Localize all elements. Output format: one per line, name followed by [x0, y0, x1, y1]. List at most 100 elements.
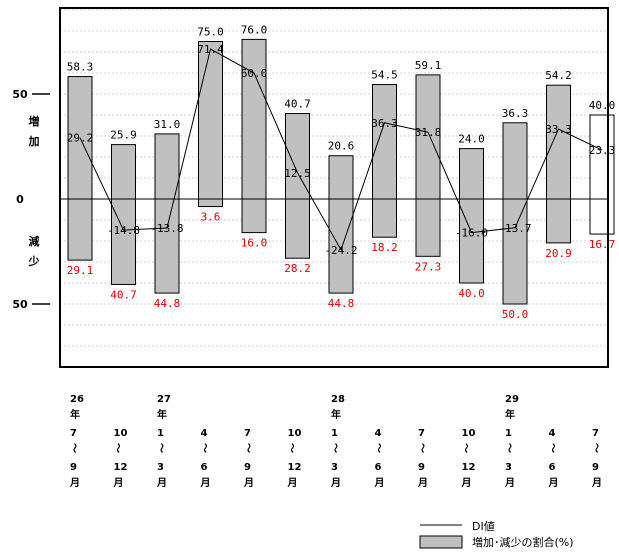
increase-value-label: 25.9: [110, 129, 137, 142]
di-value-label: 71.4: [197, 43, 224, 56]
increase-value-label: 31.0: [154, 118, 181, 131]
x-tick-label: 26: [70, 394, 84, 405]
x-tick-label: 6: [549, 462, 556, 473]
di-value-label: 31.8: [415, 126, 442, 139]
bars: [67, 38, 615, 305]
increase-value-label: 54.5: [371, 69, 398, 82]
x-tick-label: 月: [243, 477, 254, 489]
x-tick-label: 3: [505, 462, 512, 473]
increase-value-label: 59.1: [415, 59, 442, 72]
bar: [285, 113, 310, 259]
x-tick-label: 1: [505, 428, 512, 439]
decrease-value-label: 40.7: [110, 288, 137, 301]
decrease-value-label: 3.6: [201, 211, 221, 224]
plot-frame: [59, 7, 609, 368]
di-value-label: 23.3: [589, 144, 616, 157]
x-tick-label: 月: [69, 477, 80, 489]
increase-value-label: 58.3: [67, 61, 94, 74]
di-value-label: 33.3: [545, 123, 572, 136]
x-tick-label: 9: [592, 462, 599, 473]
decrease-value-label: 28.2: [284, 262, 311, 275]
bar: [459, 148, 484, 284]
legend-bar-label: 増加･減少の割合(%): [472, 535, 574, 549]
decrease-value-label: 29.1: [67, 264, 94, 277]
x-tick-label: 12: [288, 462, 302, 473]
y-tick-label: 50: [12, 298, 28, 311]
x-tick-label: 1: [331, 428, 338, 439]
di-series-line: [79, 48, 603, 252]
bar: [546, 84, 571, 244]
decrease-value-label: 20.9: [545, 247, 572, 260]
x-tick-label: 年: [505, 408, 515, 421]
x-tick-label: 〜: [242, 443, 253, 453]
data-labels: 58.3 29.1 29.2 25.9 40.7 -14.8 31.0 44.8 -13.8 75…: [67, 23, 616, 321]
di-value-label: -24.2: [324, 244, 357, 257]
decrease-value-label: 40.0: [458, 287, 485, 300]
x-tick-label: 月: [374, 477, 385, 489]
x-tick-label: 6: [201, 462, 208, 473]
x-tick-label: 12: [114, 462, 128, 473]
x-tick-label: 月: [200, 477, 211, 489]
bar: [328, 155, 354, 294]
x-tick-label: 月: [591, 477, 602, 489]
x-tick-label: 29: [505, 394, 519, 405]
increase-value-label: 76.0: [241, 23, 268, 36]
x-tick-label: 28: [331, 394, 345, 405]
x-tick-label: 月: [548, 477, 559, 489]
y-side-label-increase: 加: [28, 134, 40, 148]
decrease-value-label: 50.0: [502, 308, 529, 321]
x-tick-label: 7: [592, 428, 599, 439]
decrease-value-label: 44.8: [328, 297, 355, 310]
x-tick-label: 9: [244, 462, 251, 473]
increase-value-label: 36.3: [502, 107, 529, 120]
x-tick-label: 〜: [286, 443, 297, 453]
x-tick-label: 1: [157, 428, 164, 439]
x-tick-label: 〜: [199, 443, 210, 453]
di-value-label: 60.0: [241, 67, 268, 80]
di-line: [79, 48, 603, 252]
x-tick-label: 4: [375, 428, 382, 439]
x-tick-label: 4: [201, 428, 208, 439]
x-tick-label: 〜: [547, 443, 558, 453]
bar: [502, 122, 528, 305]
x-tick-label: 〜: [590, 443, 601, 453]
x-tick-label: 3: [157, 462, 164, 473]
x-axis-labels: 26 年 7 〜 9 月 10 〜 12 月 27 年 1 〜 3 月 4 〜 6 月 7 〜 9 月 10 〜 12 月 28 年 1 〜 3…: [68, 394, 602, 489]
x-tick-label: 7: [244, 428, 251, 439]
x-tick-label: 〜: [373, 443, 384, 453]
x-tick-label: 月: [461, 477, 472, 489]
increase-value-label: 24.0: [458, 133, 485, 146]
x-tick-label: 10: [462, 428, 476, 439]
x-tick-label: 〜: [460, 443, 471, 453]
x-tick-label: 〜: [112, 443, 123, 453]
x-tick-label: 4: [549, 428, 556, 439]
bar: [111, 144, 136, 285]
di-value-label: 12.5: [284, 167, 311, 180]
x-tick-label: 〜: [416, 443, 427, 453]
x-tick-label: 年: [331, 408, 341, 421]
x-tick-label: 年: [157, 408, 167, 421]
decrease-value-label: 16.7: [589, 238, 616, 251]
di-value-label: 29.2: [67, 132, 94, 145]
x-tick-label: 月: [330, 477, 341, 489]
x-tick-label: 10: [114, 428, 128, 439]
x-tick-label: 7: [70, 428, 77, 439]
legend-line-label: DI値: [472, 520, 495, 533]
bar: [67, 76, 93, 261]
x-tick-label: 9: [418, 462, 425, 473]
x-tick-label: 27: [157, 394, 171, 405]
x-tick-label: 10: [288, 428, 302, 439]
bar: [198, 41, 223, 208]
decrease-value-label: 44.8: [154, 297, 181, 310]
x-tick-label: 3: [331, 462, 338, 473]
bar: [589, 114, 615, 235]
x-tick-label: 〜: [68, 443, 79, 453]
y-tick-label: 50: [12, 88, 28, 101]
legend: DI値 増加･減少の割合(%): [419, 520, 574, 549]
x-tick-label: 月: [287, 477, 298, 489]
x-tick-label: 〜: [329, 443, 340, 453]
bar: [241, 38, 267, 234]
bar: [415, 74, 441, 257]
increase-value-label: 54.2: [545, 69, 572, 82]
